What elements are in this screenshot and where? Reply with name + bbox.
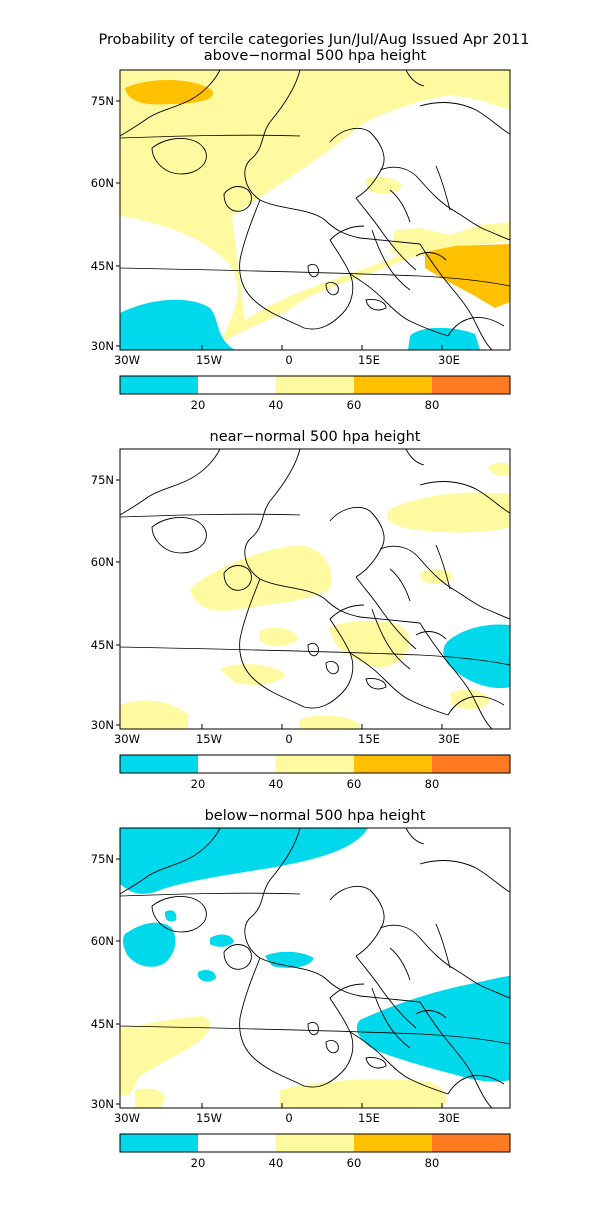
lon-label-below-4: 30E (438, 1111, 460, 1125)
probability-region-below-3 (210, 934, 234, 947)
panel-title-below: below−normal 500 hpa height (205, 808, 426, 824)
probability-region-above-5 (120, 299, 235, 350)
probability-region-above-7 (125, 80, 213, 105)
probability-region-below-7 (120, 1016, 210, 1096)
probability-region-near-7 (120, 700, 188, 729)
colorbar-segment-below-1 (198, 1134, 276, 1152)
lon-label-below-3: 15E (358, 1111, 380, 1125)
lat-label-above-3: 30N (91, 339, 114, 353)
colorbar-segment-near-3 (354, 755, 432, 773)
lat-label-near-1: 60N (91, 555, 114, 569)
lat-label-near-0: 75N (91, 473, 114, 487)
probability-region-below-1 (123, 922, 176, 967)
lat-label-below-3: 30N (91, 1097, 114, 1111)
colorbar-near: 20 40 60 80 (119, 754, 511, 791)
probability-region-near-8 (450, 689, 490, 710)
probability-region-below-6 (356, 976, 510, 1082)
lat-label-near-3: 30N (91, 718, 114, 732)
lat-label-above-2: 45N (91, 259, 114, 273)
probability-region-near-2 (190, 545, 332, 611)
probability-region-above-8 (425, 244, 510, 308)
colorbar-label-near-2: 60 (347, 777, 362, 791)
probability-region-near-3 (330, 620, 411, 668)
colorbar-label-below-3: 80 (425, 1156, 440, 1170)
lon-label-near-0: 30W (114, 732, 140, 746)
probability-region-below-2 (164, 910, 177, 922)
colorbar-label-near-1: 40 (269, 777, 284, 791)
colorbar-segment-above-0 (120, 376, 198, 394)
lat-label-below-2: 45N (91, 1017, 114, 1031)
probability-region-near-11 (443, 624, 510, 689)
colorbar-segment-near-2 (276, 755, 354, 773)
lat-label-below-1: 60N (91, 934, 114, 948)
colorbar-segment-near-0 (120, 755, 198, 773)
colorbar-label-above-0: 20 (191, 398, 206, 412)
lat-label-above-0: 75N (91, 94, 114, 108)
probability-region-above-2 (232, 95, 510, 320)
probability-region-below-9 (135, 1088, 165, 1108)
panel-title-above: above−normal 500 hpa height (204, 48, 427, 64)
colorbar-label-above-3: 80 (425, 398, 440, 412)
colorbar-above: 20 40 60 80 (119, 375, 511, 412)
colorbar-label-above-2: 60 (347, 398, 362, 412)
lon-label-below-1: 15W (196, 1111, 222, 1125)
panel-title-near: near−normal 500 hpa height (210, 429, 421, 445)
coastline-near (120, 449, 510, 729)
map-panel-below: below−normal 500 hpa height75N60N45N30N3… (91, 808, 511, 1170)
colorbar-label-below-1: 40 (269, 1156, 284, 1170)
colorbar-below: 20 40 60 80 (119, 1133, 511, 1170)
probability-region-below-8 (280, 1079, 447, 1108)
colorbar-label-below-2: 60 (347, 1156, 362, 1170)
coastline-below (120, 828, 510, 1108)
lon-label-above-4: 30E (438, 353, 460, 367)
colorbar-label-near-0: 20 (191, 777, 206, 791)
map-panel-above: above−normal 500 hpa height75N60N45N30N3… (91, 48, 511, 412)
colorbar-segment-above-4 (432, 376, 510, 394)
probability-region-above-6 (408, 327, 480, 350)
figure-title: Probability of tercile categories Jun/Ju… (98, 32, 530, 48)
probability-region-below-4 (198, 970, 216, 982)
probability-region-above-3 (390, 222, 510, 258)
lat-label-below-0: 75N (91, 852, 114, 866)
lat-label-near-2: 45N (91, 638, 114, 652)
lon-label-below-2: 0 (285, 1111, 292, 1125)
probability-region-below-0 (120, 828, 368, 894)
colorbar-segment-above-2 (276, 376, 354, 394)
probability-region-near-6 (220, 664, 285, 685)
probability-region-near-4 (260, 627, 298, 647)
lon-label-near-1: 15W (196, 732, 222, 746)
colorbar-segment-above-3 (354, 376, 432, 394)
lat-label-above-1: 60N (91, 176, 114, 190)
lon-label-below-0: 30W (114, 1111, 140, 1125)
colorbar-segment-below-4 (432, 1134, 510, 1152)
colorbar-segment-below-3 (354, 1134, 432, 1152)
lon-label-above-1: 15W (196, 353, 222, 367)
lon-label-above-3: 15E (358, 353, 380, 367)
coastline-above (120, 70, 510, 350)
map-panel-near: near−normal 500 hpa height75N60N45N30N30… (91, 429, 511, 791)
colorbar-segment-near-4 (432, 755, 510, 773)
probability-region-near-1 (488, 462, 510, 476)
colorbar-segment-below-2 (276, 1134, 354, 1152)
lon-label-near-2: 0 (285, 732, 292, 746)
colorbar-label-near-3: 80 (425, 777, 440, 791)
colorbar-label-above-1: 40 (269, 398, 284, 412)
lon-label-above-0: 30W (114, 353, 140, 367)
colorbar-segment-above-1 (198, 376, 276, 394)
probability-region-near-9 (300, 715, 360, 729)
probability-region-near-0 (386, 492, 510, 533)
colorbar-segment-below-0 (120, 1134, 198, 1152)
colorbar-label-below-0: 20 (191, 1156, 206, 1170)
lon-label-near-4: 30E (438, 732, 460, 746)
lon-label-above-2: 0 (285, 353, 292, 367)
lon-label-near-3: 15E (358, 732, 380, 746)
colorbar-segment-near-1 (198, 755, 276, 773)
